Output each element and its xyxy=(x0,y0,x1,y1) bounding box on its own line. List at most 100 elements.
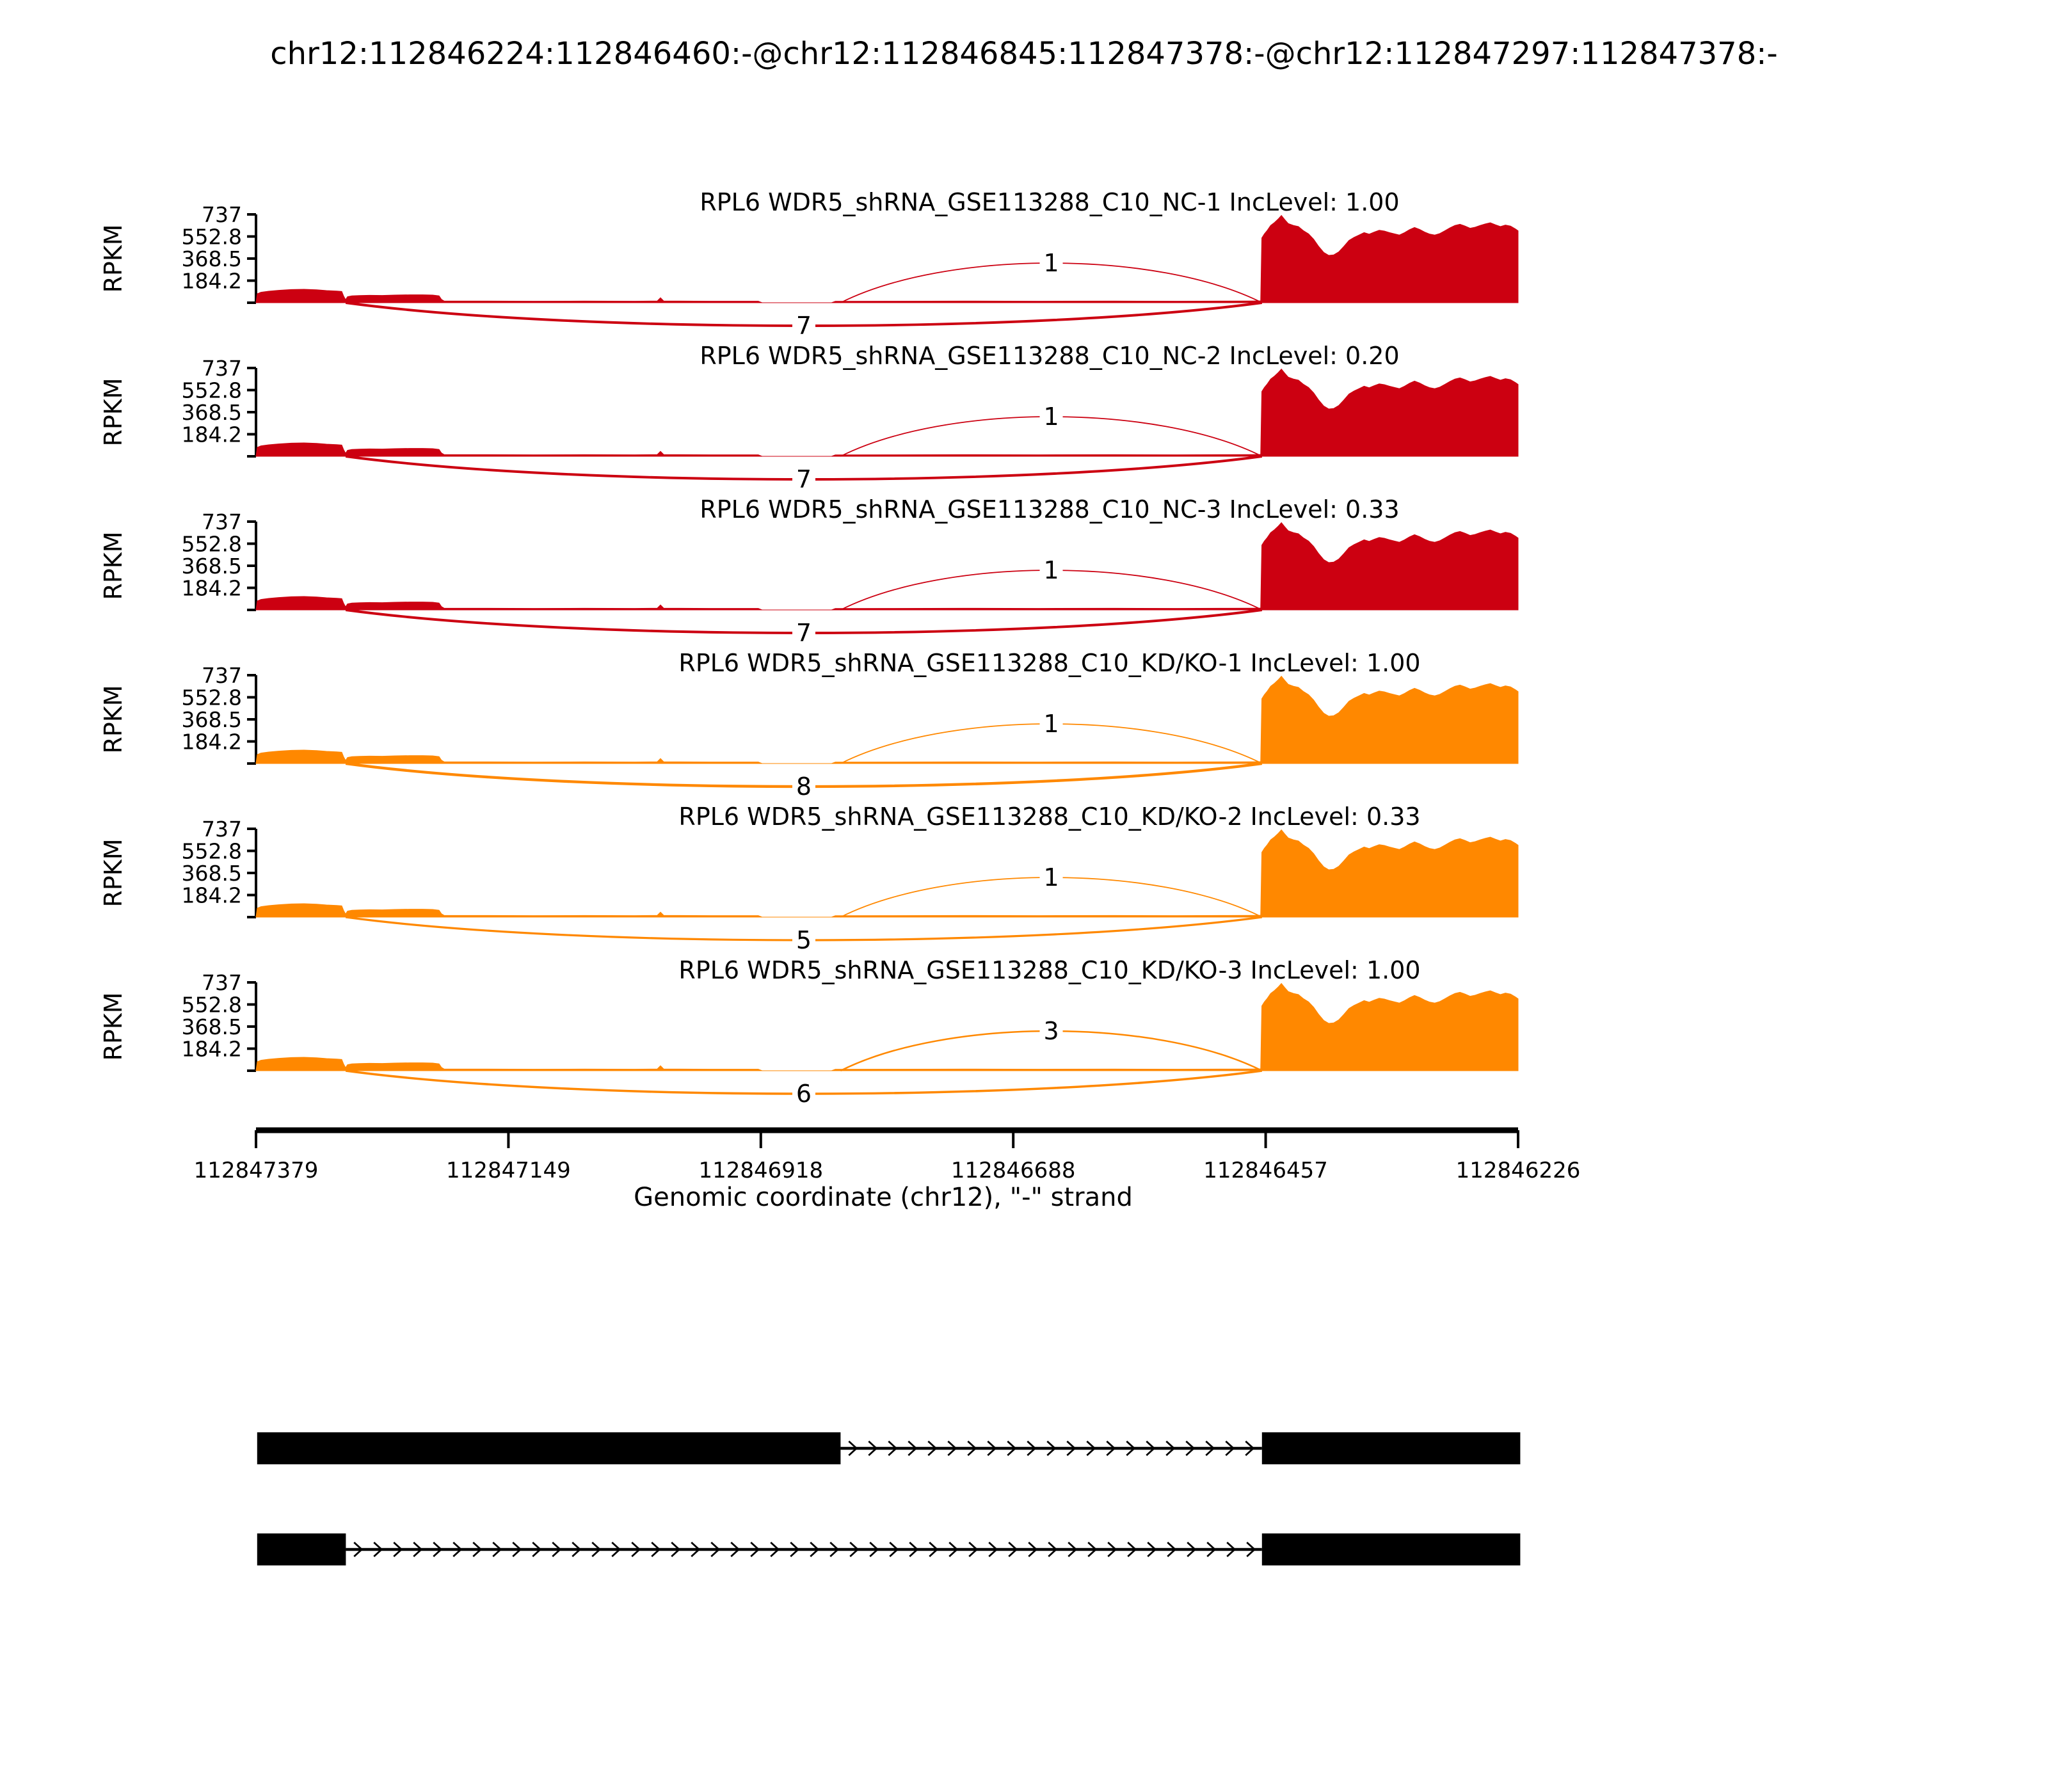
y-axis-title: RPKM xyxy=(99,992,127,1060)
y-tick-label: 368.5 xyxy=(182,707,242,732)
sashimi-track: RPL6 WDR5_shRNA_GSE113288_C10_NC-1 IncLe… xyxy=(99,188,1519,340)
junction-count-bg xyxy=(1039,556,1063,584)
y-axis-title: RPKM xyxy=(99,838,127,907)
junction-count-lower: 5 xyxy=(796,926,812,954)
intron-arrow-icon xyxy=(452,1541,463,1558)
genomic-axis: 112847379 112847149 112846918 112846688 1128… xyxy=(194,1127,1581,1183)
intron-arrow-icon xyxy=(1185,1440,1196,1457)
y-tick-label: 737 xyxy=(202,356,242,381)
intron-arrow-icon xyxy=(512,1541,522,1558)
junction-count-bg xyxy=(1039,1017,1063,1045)
track-title: RPL6 WDR5_shRNA_GSE113288_C10_NC-3 IncLe… xyxy=(700,495,1399,524)
intron-arrow-icon xyxy=(710,1541,721,1558)
intron-arrow-icon xyxy=(829,1541,840,1558)
intron-arrow-icon xyxy=(750,1541,760,1558)
x-tick-label: 112846457 xyxy=(1203,1158,1328,1183)
y-axis-title: RPKM xyxy=(99,224,127,292)
intron-arrow-icon xyxy=(849,1541,860,1558)
junction-count-upper: 1 xyxy=(1043,249,1059,277)
intron-arrow-icon xyxy=(987,1440,997,1457)
junction-count-lower: 7 xyxy=(796,312,812,340)
gene-model-isoform-skipping xyxy=(257,1533,1521,1565)
intron-arrow-icon xyxy=(848,1440,858,1457)
coverage-area xyxy=(255,522,1519,611)
y-tick-label: 737 xyxy=(202,509,242,534)
intron-arrow-icon xyxy=(730,1541,740,1558)
y-tick-label: 737 xyxy=(202,663,242,688)
intron-arrow-icon xyxy=(810,1541,820,1558)
y-tick-label: 552.8 xyxy=(182,378,242,403)
intron-arrow-icon xyxy=(631,1541,641,1558)
junction-count-upper: 1 xyxy=(1043,556,1059,584)
y-axis-title: RPKM xyxy=(99,685,127,753)
exon-box xyxy=(1261,1432,1521,1464)
intron-arrow-icon xyxy=(1068,1541,1078,1558)
coverage-area xyxy=(255,214,1519,303)
intron-arrow-icon xyxy=(948,1541,959,1558)
track-title: RPL6 WDR5_shRNA_GSE113288_C10_NC-1 IncLe… xyxy=(700,188,1399,216)
intron-arrow-icon xyxy=(492,1541,502,1558)
y-tick-label: 368.5 xyxy=(182,246,242,271)
intron-arrow-icon xyxy=(472,1541,483,1558)
y-tick-label: 552.8 xyxy=(182,838,242,863)
intron-arrow-icon xyxy=(909,1541,919,1558)
intron-arrow-icon xyxy=(393,1541,403,1558)
intron-arrow-icon xyxy=(1146,1440,1156,1457)
x-tick-label: 112847149 xyxy=(446,1158,571,1183)
x-tick-label: 112846226 xyxy=(1456,1158,1581,1183)
intron-arrow-icon xyxy=(552,1541,562,1558)
junction-count-upper: 1 xyxy=(1043,403,1059,431)
junction-count-upper: 3 xyxy=(1043,1017,1059,1045)
intron-arrow-icon xyxy=(1028,1541,1038,1558)
intron-arrow-icon xyxy=(927,1440,938,1457)
intron-arrow-icon xyxy=(790,1541,800,1558)
y-tick-label: 184.2 xyxy=(182,422,242,447)
track-title: RPL6 WDR5_shRNA_GSE113288_C10_KD/KO-1 In… xyxy=(678,649,1420,677)
figure-title: chr12:112846224:112846460:-@chr12:112846… xyxy=(270,36,1778,72)
intron-arrow-icon xyxy=(413,1541,423,1558)
intron-arrow-icon xyxy=(988,1541,998,1558)
junction-count-bg xyxy=(1039,863,1063,892)
intron-arrow-icon xyxy=(591,1541,602,1558)
y-tick-label: 368.5 xyxy=(182,861,242,886)
intron-arrow-icon xyxy=(1167,1541,1177,1558)
coverage-area xyxy=(255,982,1519,1071)
y-axis-title: RPKM xyxy=(99,531,127,600)
intron-arrow-icon xyxy=(968,1541,979,1558)
sashimi-track: RPL6 WDR5_shRNA_GSE113288_C10_KD/KO-3 In… xyxy=(99,956,1519,1108)
coverage-area xyxy=(255,829,1519,918)
intron-arrow-icon xyxy=(1165,1440,1176,1457)
junction-count-lower: 6 xyxy=(796,1080,812,1108)
junction-count-upper: 1 xyxy=(1043,710,1059,738)
intron-arrow-icon xyxy=(1147,1541,1157,1558)
y-tick-label: 552.8 xyxy=(182,531,242,556)
junction-count-upper: 1 xyxy=(1043,863,1059,892)
exon-box xyxy=(257,1432,841,1464)
intron-arrow-icon xyxy=(1007,1440,1017,1457)
intron-arrow-icon xyxy=(1245,1440,1255,1457)
intron-arrow-icon xyxy=(373,1541,383,1558)
intron-arrow-icon xyxy=(1086,1440,1096,1457)
intron-arrow-icon xyxy=(1246,1541,1256,1558)
y-tick-label: 552.8 xyxy=(182,224,242,249)
sashimi-track: RPL6 WDR5_shRNA_GSE113288_C10_KD/KO-1 In… xyxy=(99,649,1519,801)
y-tick-label: 552.8 xyxy=(182,685,242,710)
intron-arrow-icon xyxy=(1087,1541,1098,1558)
y-tick-label: 184.2 xyxy=(182,883,242,908)
x-axis-label: Genomic coordinate (chr12), "-" strand xyxy=(634,1183,1133,1212)
junction-count-bg xyxy=(1039,710,1063,738)
junction-count-bg xyxy=(1039,249,1063,277)
intron-arrow-icon xyxy=(770,1541,780,1558)
intron-arrow-icon xyxy=(1107,1541,1117,1558)
track-title: RPL6 WDR5_shRNA_GSE113288_C10_NC-2 IncLe… xyxy=(700,342,1399,370)
intron-arrow-icon xyxy=(908,1440,918,1457)
y-tick-label: 368.5 xyxy=(182,554,242,579)
intron-arrow-icon xyxy=(611,1541,621,1558)
intron-arrow-icon xyxy=(691,1541,701,1558)
y-tick-label: 737 xyxy=(202,970,242,995)
track-title: RPL6 WDR5_shRNA_GSE113288_C10_KD/KO-2 In… xyxy=(678,803,1420,831)
coverage-area xyxy=(255,675,1519,764)
x-tick-label: 112846688 xyxy=(951,1158,1076,1183)
